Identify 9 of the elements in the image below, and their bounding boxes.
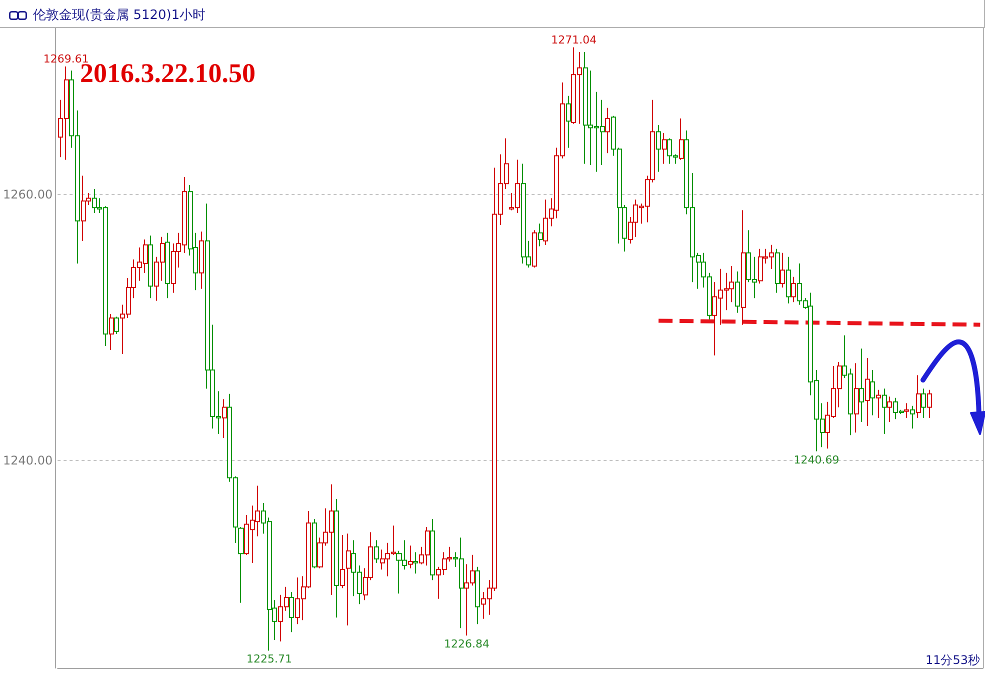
annotation: 1269.61: [43, 52, 89, 66]
annotation: 11分53秒: [925, 653, 980, 667]
y-tick-label: 1240.00: [3, 453, 53, 468]
annotation: 1271.04: [551, 33, 597, 46]
annotation: 1240.69: [794, 453, 840, 466]
annotation: 1225.71: [246, 652, 292, 666]
chart-title: 伦敦金现(贵金属 5120)1小时: [33, 7, 206, 24]
y-tick-label: 1260.00: [3, 187, 53, 202]
annotation: 1226.84: [444, 638, 490, 651]
